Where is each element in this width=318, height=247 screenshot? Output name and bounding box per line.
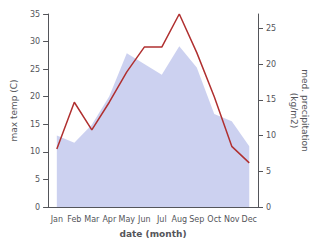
svg-text:0: 0 (35, 203, 40, 212)
svg-text:Aug: Aug (171, 215, 187, 224)
svg-text:5: 5 (266, 167, 271, 176)
svg-text:0: 0 (266, 203, 271, 212)
svg-text:Mar: Mar (84, 215, 100, 224)
svg-text:35: 35 (30, 10, 40, 19)
svg-text:Oct: Oct (207, 215, 221, 224)
svg-text:20: 20 (30, 92, 40, 101)
svg-text:Apr: Apr (102, 215, 117, 224)
svg-text:May: May (119, 215, 136, 224)
svg-text:20: 20 (266, 60, 276, 69)
svg-text:max temp (C): max temp (C) (9, 79, 19, 141)
svg-text:Sep: Sep (189, 215, 204, 224)
svg-text:Jan: Jan (50, 215, 63, 224)
svg-text:Jun: Jun (137, 215, 151, 224)
svg-text:30: 30 (30, 37, 40, 46)
svg-text:Dec: Dec (242, 215, 257, 224)
svg-text:Feb: Feb (67, 215, 81, 224)
svg-text:10: 10 (30, 147, 40, 156)
svg-text:Jul: Jul (156, 215, 167, 224)
svg-text:date (month): date (month) (120, 229, 187, 239)
svg-text:10: 10 (266, 131, 276, 140)
svg-text:med. precipitation: med. precipitation (300, 69, 310, 151)
svg-text:Nov: Nov (224, 215, 240, 224)
svg-text:15: 15 (30, 120, 40, 129)
svg-text:25: 25 (30, 65, 40, 74)
svg-text:25: 25 (266, 24, 276, 33)
svg-text:15: 15 (266, 95, 276, 104)
svg-text:5: 5 (35, 175, 40, 184)
svg-text:(kg/m2): (kg/m2) (289, 93, 299, 128)
